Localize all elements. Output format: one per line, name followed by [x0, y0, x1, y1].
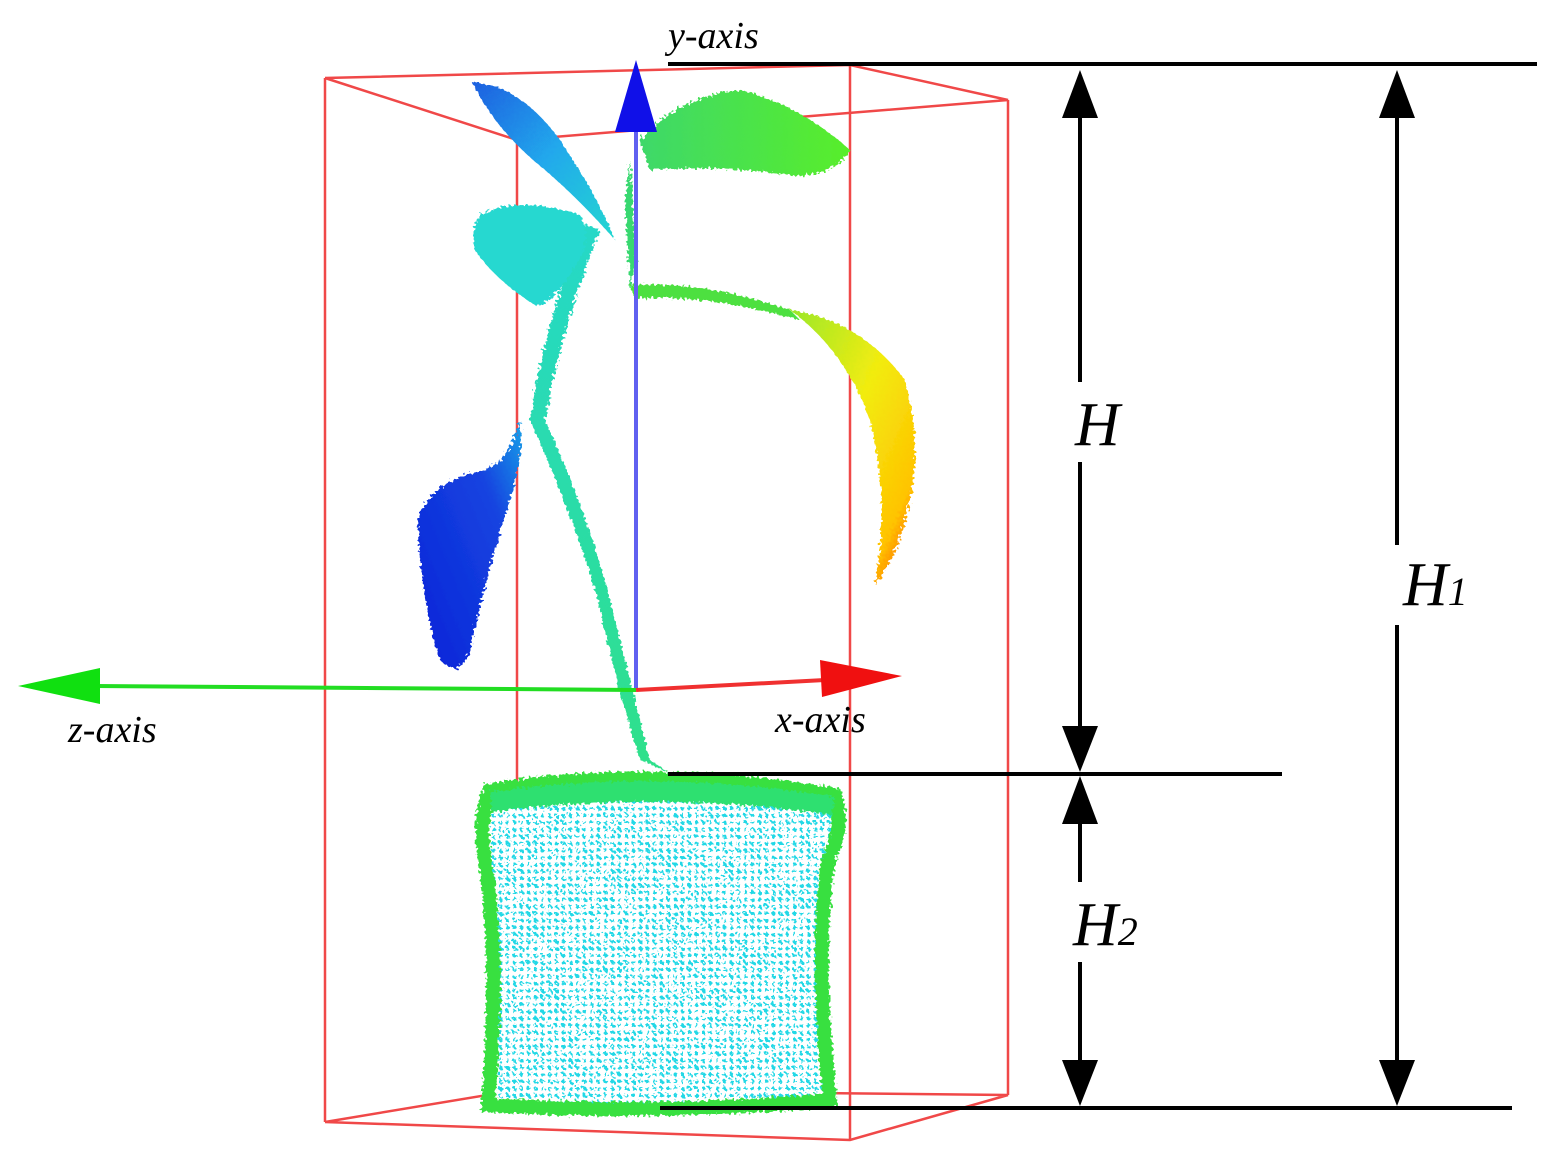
pot-rim — [490, 781, 835, 815]
y-axis-arrow — [615, 60, 657, 132]
h1-label: H1 — [1402, 551, 1468, 619]
leaf — [640, 90, 850, 176]
stem-top — [625, 160, 636, 290]
x-axis-label: x-axis — [774, 699, 866, 741]
z-axis-label: z-axis — [67, 709, 157, 751]
leaf — [473, 205, 586, 306]
x-axis-arrow — [820, 660, 902, 697]
dimension-arrows — [1062, 70, 1415, 1106]
point-cloud — [418, 82, 915, 1116]
bounding-box — [323, 63, 1010, 1142]
h2-label: H2 — [1072, 891, 1138, 959]
pot — [475, 771, 846, 1116]
z-axis-arrow — [18, 668, 100, 704]
h-label: H — [1074, 391, 1123, 459]
y-axis-label: y-axis — [664, 15, 759, 57]
leaf — [418, 420, 522, 668]
dimension-lines — [660, 62, 1537, 1110]
z-axis-line — [94, 684, 637, 692]
x-axis-line — [635, 678, 826, 692]
leaf — [472, 82, 615, 240]
leaf — [790, 310, 915, 585]
coordinate-axes: y-axis z-axis x-axis — [18, 15, 902, 751]
leaf-stalk — [630, 284, 800, 320]
